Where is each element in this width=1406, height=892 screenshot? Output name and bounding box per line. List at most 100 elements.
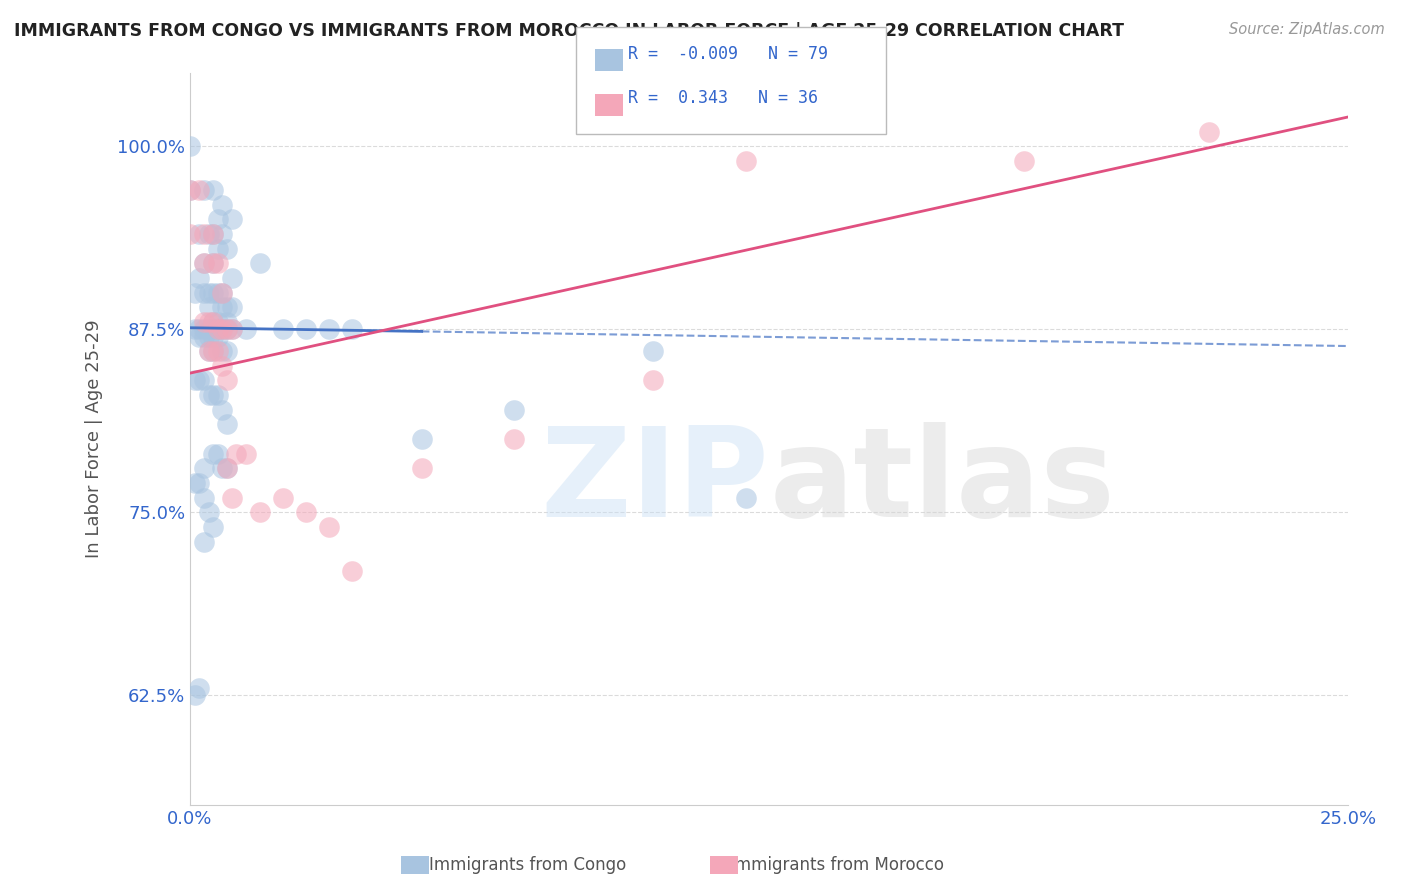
Point [202, 256, 225, 270]
Point [197, 388, 219, 402]
Point [188, 374, 211, 388]
Point [188, 475, 211, 490]
Point [643, 344, 665, 359]
Point [197, 300, 219, 314]
Point [193, 534, 215, 549]
Point [295, 505, 318, 519]
Point [735, 153, 758, 168]
Point [179, 183, 201, 197]
Point [183, 374, 205, 388]
Point [217, 242, 239, 256]
Point [193, 461, 215, 475]
Point [202, 315, 225, 329]
Point [193, 315, 215, 329]
Point [207, 329, 229, 343]
Point [221, 300, 243, 314]
Point [188, 329, 211, 343]
Point [202, 315, 225, 329]
Point [193, 285, 215, 300]
Point [188, 227, 211, 241]
Point [217, 417, 239, 432]
Point [179, 183, 201, 197]
Point [197, 344, 219, 359]
Point [197, 315, 219, 329]
Point [207, 212, 229, 227]
Point [202, 256, 225, 270]
Text: Immigrants from Morocco: Immigrants from Morocco [730, 856, 943, 874]
Point [193, 256, 215, 270]
Point [193, 329, 215, 343]
Point [217, 344, 239, 359]
Point [217, 461, 239, 475]
Point [211, 359, 233, 373]
Point [207, 256, 229, 270]
Point [211, 344, 233, 359]
Point [188, 271, 211, 285]
Point [207, 344, 229, 359]
Point [249, 505, 271, 519]
Point [202, 322, 225, 336]
Point [235, 447, 257, 461]
Point [411, 461, 433, 475]
Point [193, 374, 215, 388]
Point [295, 322, 318, 336]
Point [221, 322, 243, 336]
Text: R =  -0.009   N = 79: R = -0.009 N = 79 [628, 45, 828, 62]
Point [217, 315, 239, 329]
Point [197, 322, 219, 336]
Point [197, 227, 219, 241]
Text: Source: ZipAtlas.com: Source: ZipAtlas.com [1229, 22, 1385, 37]
Point [202, 344, 225, 359]
Point [211, 300, 233, 314]
Point [197, 505, 219, 519]
Point [183, 322, 205, 336]
Point [183, 285, 205, 300]
Point [202, 183, 225, 197]
Point [411, 432, 433, 446]
Point [217, 374, 239, 388]
Point [211, 322, 233, 336]
Point [217, 461, 239, 475]
Text: ZIP: ZIP [540, 423, 769, 543]
Point [197, 329, 219, 343]
Point [271, 491, 294, 505]
Point [1198, 124, 1220, 138]
Point [202, 227, 225, 241]
Point [1012, 153, 1035, 168]
Point [221, 271, 243, 285]
Point [188, 322, 211, 336]
Point [735, 491, 758, 505]
Point [207, 322, 229, 336]
Point [503, 432, 526, 446]
Point [202, 344, 225, 359]
Point [318, 322, 340, 336]
Point [202, 447, 225, 461]
Point [183, 475, 205, 490]
Point [197, 344, 219, 359]
Point [188, 183, 211, 197]
Point [211, 198, 233, 212]
Point [188, 681, 211, 695]
Text: Immigrants from Congo: Immigrants from Congo [429, 856, 626, 874]
Point [207, 315, 229, 329]
Point [225, 447, 247, 461]
Point [179, 139, 201, 153]
Y-axis label: In Labor Force | Age 25-29: In Labor Force | Age 25-29 [86, 319, 103, 558]
Point [221, 491, 243, 505]
Point [217, 300, 239, 314]
Point [183, 688, 205, 702]
Point [211, 285, 233, 300]
Point [207, 242, 229, 256]
Point [249, 256, 271, 270]
Point [207, 447, 229, 461]
Point [221, 322, 243, 336]
Text: IMMIGRANTS FROM CONGO VS IMMIGRANTS FROM MOROCCO IN LABOR FORCE | AGE 25-29 CORR: IMMIGRANTS FROM CONGO VS IMMIGRANTS FROM… [14, 22, 1123, 40]
Point [202, 227, 225, 241]
Point [643, 374, 665, 388]
Point [342, 564, 364, 578]
Point [193, 227, 215, 241]
Point [318, 520, 340, 534]
Point [211, 461, 233, 475]
Text: R =  0.343   N = 36: R = 0.343 N = 36 [628, 89, 818, 107]
Point [235, 322, 257, 336]
